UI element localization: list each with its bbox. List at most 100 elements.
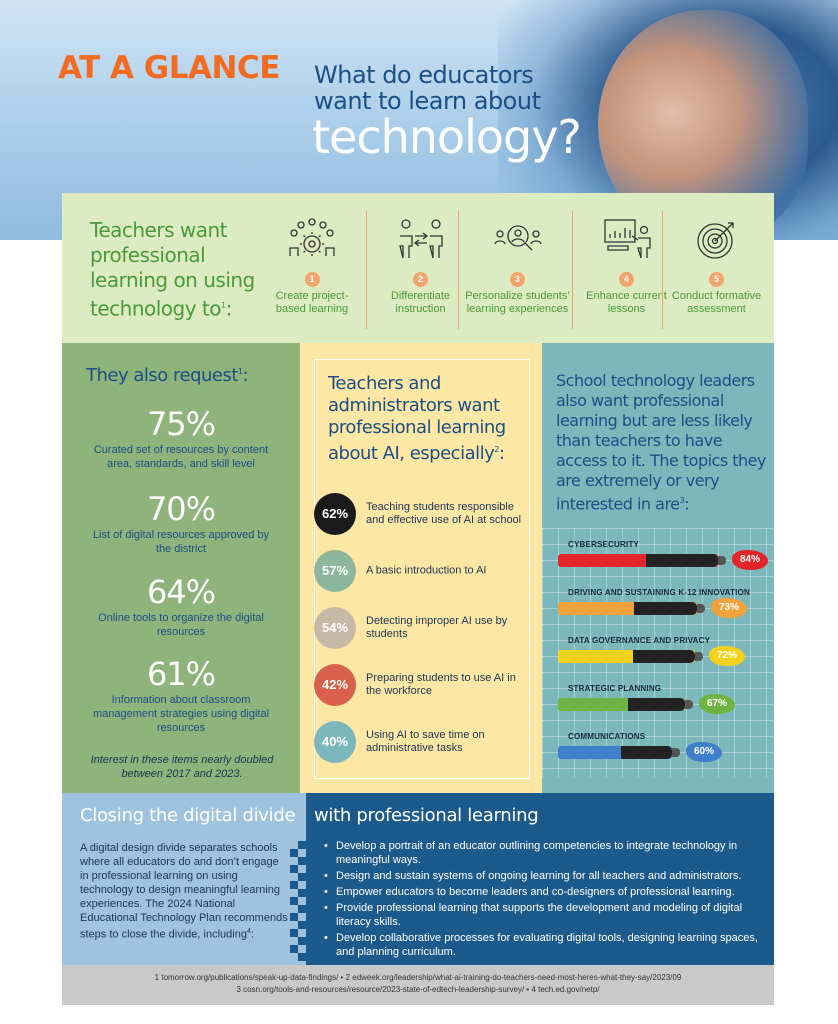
goal-label: Enhance current lessons [586,290,667,315]
request-percent: 64% [146,573,216,611]
goal-item: 2 Differentiate instruction [366,211,474,329]
ai-topic-label: Using AI to save time on administrative … [366,729,485,754]
request-stat: 70% List of digital resources approved b… [62,490,300,556]
ai-title: Teachers and administrators want profess… [328,373,523,465]
topic-label: COMMUNICATIONS [568,732,646,741]
digital-divide-body: A digital design divide separates school… [80,841,288,942]
requests-title: They also request1: [86,365,249,386]
request-label: List of digital resources approved by th… [92,529,270,555]
recommendation-item: Provide professional learning that suppo… [324,901,764,929]
recommendation-item: Develop a portrait of an educator outlin… [324,839,764,867]
goal-item: 4 Enhance current lessons [572,211,680,329]
checker-pattern [290,841,306,961]
marker-chart: CYBERSECURITY 84% DRIVING AND SUSTAINING K… [542,528,774,778]
leaders-panel: School technology leaders also want prof… [542,343,774,793]
request-stat: 64% Online tools to organize the digital… [62,573,300,639]
requests-title-text: They also request [86,365,238,386]
question-big-word: technology? [312,110,582,164]
ai-title-text: Teachers and administrators want profess… [328,373,506,464]
marker-bar [558,602,705,615]
marker-bar [558,650,703,663]
topic-label: CYBERSECURITY [568,540,640,549]
at-a-glance-heading: AT A GLANCE [58,50,280,86]
ai-topic-label: A basic introduction to AI [366,564,487,577]
request-stat: 61% Information about classroom manageme… [62,655,300,735]
topic-label: STRATEGIC PLANNING [568,684,662,693]
request-label: Information about classroom management s… [92,694,270,734]
recommendations-panel: with professional learning Develop a por… [306,793,774,965]
teacher-goals-panel: Teachers want professional learning on u… [62,193,774,343]
marker-bar [558,746,680,759]
question-line-2: want to learn about [314,87,541,115]
teacher-goals-lead-text: Teachers want professional learning on u… [90,218,255,321]
footnote-ref: 3 [679,496,685,505]
footnote-ref: 4 [246,928,251,935]
sources-footer: 1 tomorrow.org/publications/speak-up-dat… [62,965,774,1005]
digital-divide-body-text: A digital design divide separates school… [80,842,288,941]
ai-topic-label: Teaching students responsible and effect… [366,501,522,526]
digital-divide-title: Closing the digital divide [80,805,296,826]
marker-tip [697,604,705,613]
goal-number: 5 [709,272,724,287]
question-title: What do educators want to learn about [314,61,541,115]
marker-bar [558,698,693,711]
request-label: Online tools to organize the digital res… [98,612,264,638]
marker-cap [628,698,685,711]
marker-cap [634,602,697,615]
ai-percent-circle: 62% [314,493,356,535]
request-percent: 70% [146,490,216,528]
recommendations-list: Develop a portrait of an educator outlin… [324,839,764,961]
ai-title-colon: : [498,443,505,464]
presentation-board-icon [603,219,651,259]
percent-badge: 60% [686,742,722,762]
request-stat: 75% Curated set of resources by content … [62,405,300,471]
percent-badge: 67% [699,694,735,714]
ai-percent-circle: 54% [314,607,356,649]
ai-topic-label: Preparing students to use AI in the work… [366,672,516,697]
goal-number: 3 [510,272,525,287]
percent-badge: 73% [711,598,747,618]
ai-learning-panel: Teachers and administrators want profess… [300,343,542,793]
goal-item: 3 Personalize students’ learning experie… [458,211,576,329]
ai-topic-row: 42% Preparing students to use AI in the w… [314,664,534,706]
recommendations-title: with professional learning [314,805,539,826]
requests-panel: They also request1: 75% Curated set of r… [62,343,300,793]
goal-label: Create project-based learning [275,290,349,315]
ai-topic-row: 57% A basic introduction to AI [314,550,534,592]
leaders-title: School technology leaders also want prof… [556,371,767,514]
people-arrows-icon [398,219,443,259]
topic-label: DATA GOVERNANCE AND PRIVACY [568,636,711,645]
footnote-ref: 1 [237,367,243,376]
teacher-goals-lead: Teachers want professional learning on u… [90,218,260,322]
recommendation-item: Design and sustain systems of ongoing le… [324,869,764,883]
marker-bar [558,554,726,567]
percent-badge: 72% [709,646,745,666]
request-label: Curated set of resources by content area… [93,444,269,470]
goal-item: 1 Create project-based learning [258,211,366,329]
goal-number: 1 [304,272,320,287]
goal-label: Personalize students’ learning experienc… [465,290,570,315]
goal-number: 2 [413,272,428,287]
marker-tip [685,700,693,709]
goal-item: 5 Conduct formative assessment [662,211,770,329]
question-line-1: What do educators [314,61,534,89]
magnifier-people-icon [493,225,542,251]
ai-percent-circle: 42% [314,664,356,706]
sources-line-2: 3 cosn.org/tools-and-resources/resource/… [236,985,600,994]
ai-topic-row: 54% Detecting improper AI use by students [314,607,534,649]
ai-percent-circle: 57% [314,550,356,592]
leaders-title-text: School technology leaders also want prof… [556,371,767,514]
marker-cap [621,746,672,759]
recommendation-item: Develop collaborative processes for eval… [324,931,764,959]
marker-cap [633,650,695,663]
footnote-ref: 2 [494,445,499,454]
requests-title-colon: : [242,365,249,386]
ai-topic-label: Detecting improper AI use by students [366,615,508,640]
topic-label: DRIVING AND SUSTAINING K-12 INNOVATION [568,588,750,597]
goal-number: 4 [619,272,634,287]
marker-cap [646,554,718,567]
goal-label: Conduct formative assessment [671,290,762,315]
target-icon [696,222,734,259]
requests-note: Interest in these items nearly doubled b… [90,754,274,780]
marker-tip [718,556,726,565]
